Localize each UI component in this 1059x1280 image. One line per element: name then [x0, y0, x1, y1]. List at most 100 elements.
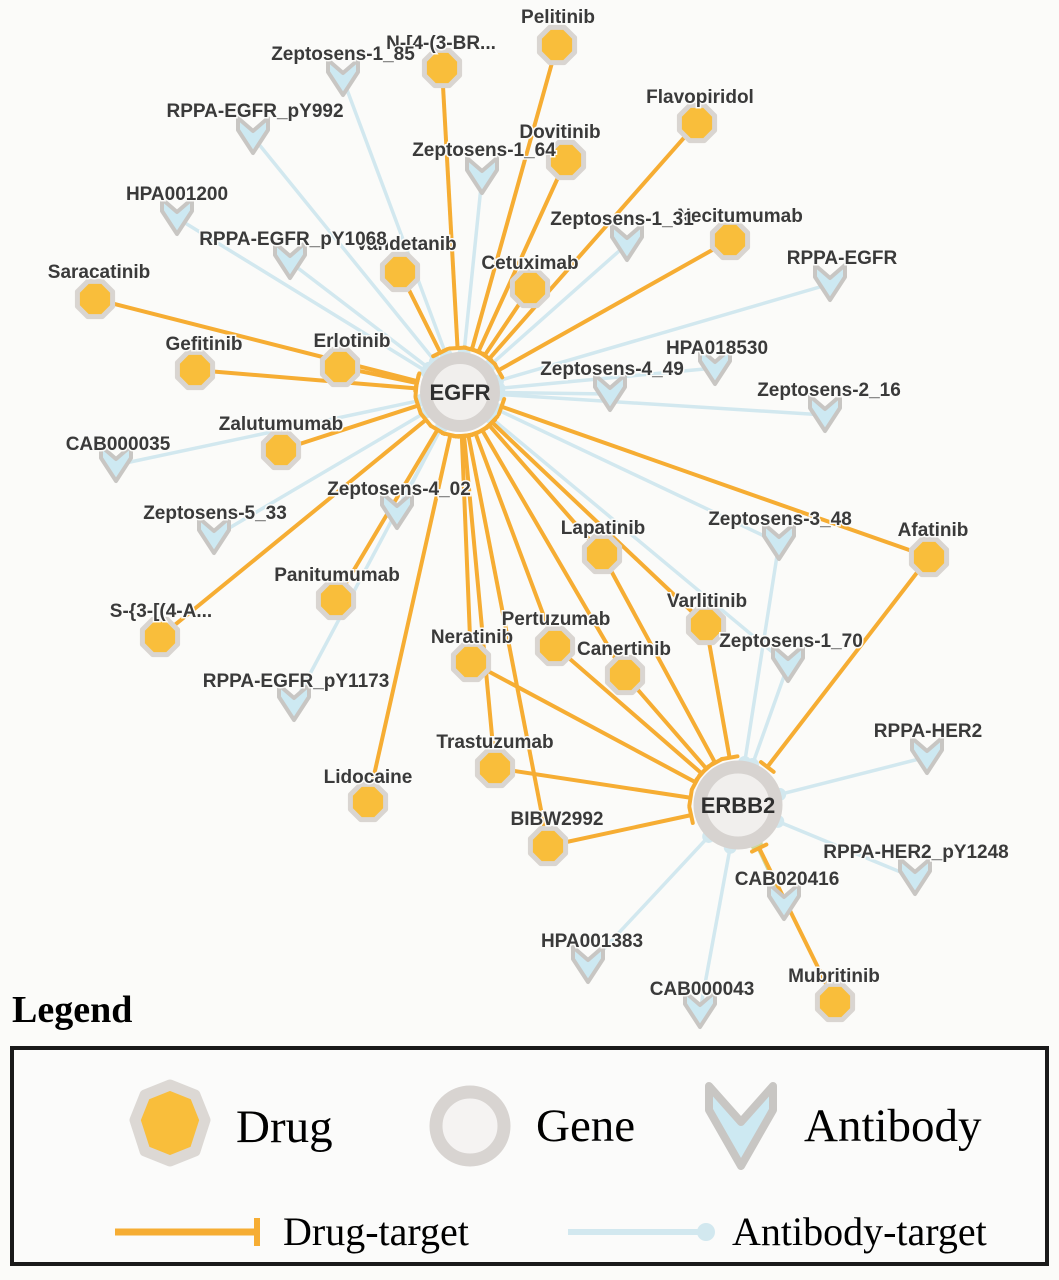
drug-node[interactable] — [545, 139, 587, 181]
antibody-node[interactable] — [698, 347, 732, 386]
node-label: Vandetanib — [355, 234, 456, 255]
drug-target-edge — [497, 238, 731, 373]
drug-node[interactable] — [74, 278, 116, 320]
node-label: Lapatinib — [561, 518, 645, 539]
antibody-target-edge — [292, 425, 444, 705]
drug-target-edge — [494, 766, 691, 800]
antibody-node[interactable] — [465, 156, 499, 195]
legend-box: Drug Gene Antibody Drug-target — [10, 1046, 1049, 1266]
drug-node[interactable] — [174, 349, 216, 391]
edge-tee-arrowhead — [475, 349, 494, 362]
drug-node[interactable] — [421, 47, 463, 89]
antibody-target-edge — [498, 390, 611, 396]
legend-antibody-label: Antibody — [804, 1100, 982, 1152]
legend-antibody-target-label: Antibody-target — [732, 1209, 987, 1254]
gene-node[interactable] — [693, 760, 783, 850]
drug-node[interactable] — [260, 429, 302, 471]
node-label: CAB000035 — [66, 434, 171, 455]
antibody-target-edge — [496, 282, 831, 383]
antibody-target-edge — [494, 407, 780, 545]
node-label: Pelitinib — [521, 7, 595, 28]
drug-node[interactable] — [709, 219, 751, 261]
legend-item-gene: Gene — [422, 1076, 635, 1176]
antibody-node[interactable] — [910, 736, 944, 775]
antibody-node[interactable] — [571, 945, 605, 984]
drug-node[interactable] — [315, 579, 357, 621]
edge-tee-arrowhead — [719, 754, 740, 762]
legend-edge-row: Drug-target Antibody-target — [14, 1208, 1045, 1256]
node-label: Flavopiridol — [646, 87, 754, 108]
edge-tee-arrowhead — [413, 373, 421, 393]
drug-node[interactable] — [474, 747, 516, 789]
drug-target-edge — [553, 644, 704, 776]
antibody-node[interactable] — [160, 197, 194, 236]
drug-node[interactable] — [450, 641, 492, 683]
node-label: HPA018530 — [666, 338, 768, 359]
legend-item-antibody: Antibody — [696, 1074, 982, 1178]
antibody-node[interactable] — [762, 522, 796, 561]
drug-node[interactable] — [814, 981, 856, 1023]
antibody-node[interactable] — [767, 882, 801, 921]
drug-node[interactable] — [534, 625, 576, 667]
gene-node-icon — [429, 1085, 511, 1167]
gene-node[interactable] — [420, 352, 500, 432]
edge-tee-arrowhead — [687, 805, 695, 825]
antibody-node[interactable] — [771, 644, 805, 683]
edge-tee-arrowhead — [431, 347, 450, 359]
drug-node[interactable] — [527, 825, 569, 867]
drug-target-edge — [623, 673, 709, 771]
drug-target-edge — [94, 297, 418, 384]
antibody-node[interactable] — [273, 241, 307, 280]
drug-node-icon — [129, 1079, 211, 1167]
drug-node[interactable] — [676, 102, 718, 144]
drug-node[interactable] — [509, 267, 551, 309]
antibody-node[interactable] — [808, 394, 842, 433]
antibody-node[interactable] — [99, 444, 133, 483]
antibody-target-edge — [488, 415, 790, 667]
antibody-target-edge — [251, 135, 437, 363]
antibody-node[interactable] — [380, 491, 414, 530]
drug-node[interactable] — [604, 654, 646, 696]
edge-tee-arrowhead — [750, 842, 769, 854]
antibody-node[interactable] — [683, 990, 717, 1029]
drug-node[interactable] — [379, 251, 421, 293]
drug-node[interactable] — [347, 781, 389, 823]
gene-node-label: ERBB2 — [701, 793, 776, 818]
drug-node[interactable] — [319, 346, 361, 388]
node-label: Zeptosens-1_85 — [271, 44, 415, 65]
drug-target-edge — [476, 159, 568, 353]
node-label: Saracatinib — [48, 262, 150, 283]
antibody-target-edge — [779, 755, 928, 797]
node-label: Afatinib — [898, 520, 969, 541]
node-label: Erlotinib — [313, 331, 390, 352]
edge-tee-arrowhead — [451, 433, 472, 439]
antibody-target-edge — [586, 835, 710, 968]
drug-node[interactable] — [581, 533, 623, 575]
drug-target-edge — [490, 420, 708, 627]
edge-tee-arrowhead — [418, 411, 433, 429]
drug-target-edge — [366, 434, 453, 803]
node-label: HPA001200 — [126, 184, 228, 205]
drug-node[interactable] — [139, 616, 181, 658]
drug-node[interactable] — [536, 24, 578, 66]
drug-node[interactable] — [908, 536, 950, 578]
antibody-node[interactable] — [898, 857, 932, 896]
antibody-node[interactable] — [236, 116, 270, 155]
drug-target-edge — [473, 432, 557, 647]
node-label: Panitumumab — [274, 565, 400, 586]
antibody-node[interactable] — [326, 58, 360, 97]
antibody-node[interactable] — [197, 516, 231, 555]
antibody-node[interactable] — [593, 373, 627, 412]
antibody-node[interactable] — [277, 683, 311, 722]
node-label: Gefitinib — [165, 334, 242, 355]
node-label: Zeptosens-1_64 — [412, 140, 556, 161]
antibody-node[interactable] — [813, 263, 847, 302]
edge-tee-arrowhead — [413, 395, 423, 416]
node-label: Zeptosens-4_02 — [327, 479, 471, 500]
drug-target-edge — [547, 813, 692, 848]
antibody-node[interactable] — [610, 223, 644, 262]
drug-target-edge — [470, 660, 697, 785]
drug-target-edge — [194, 368, 417, 391]
drug-node[interactable] — [685, 604, 727, 646]
node-label: Zeptosens-3_48 — [708, 509, 852, 530]
